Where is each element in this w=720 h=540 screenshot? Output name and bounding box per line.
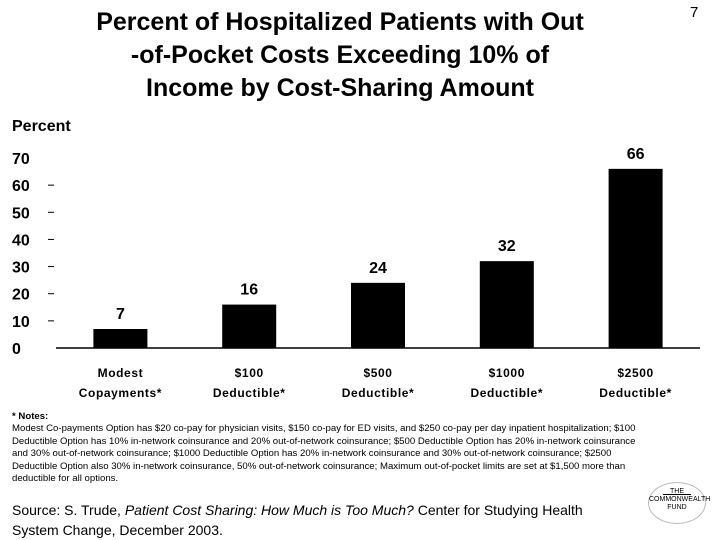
bar <box>222 304 277 348</box>
data-label: 32 <box>498 238 516 255</box>
logo-rule <box>663 494 691 495</box>
data-label: 7 <box>116 306 125 323</box>
source-citation: Source: S. Trude, Patient Cost Sharing: … <box>12 500 632 540</box>
y-tick-label: 10 <box>12 314 30 331</box>
x-category-label: Deductible* <box>213 386 286 400</box>
x-category-label: $100 <box>235 366 264 380</box>
y-tick-label: 50 <box>12 205 30 222</box>
chart-title: Percent of Hospitalized Patients with Ou… <box>10 6 670 105</box>
x-category-label: $500 <box>363 366 392 380</box>
x-category-label: Copayments* <box>79 386 162 400</box>
data-label: 66 <box>627 146 645 163</box>
y-tick-label: 40 <box>12 232 30 249</box>
title-line: Percent of Hospitalized Patients with Ou… <box>96 8 584 36</box>
source-work-title: Patient Cost Sharing: How Much is Too Mu… <box>124 502 414 518</box>
x-category-label: Deductible* <box>342 386 415 400</box>
title-line: -of-Pocket Costs Exceeding 10% of <box>130 41 550 69</box>
y-tick-label: 20 <box>12 287 30 304</box>
notes-text: Modest Co-payments Option has $20 co-pay… <box>12 423 636 485</box>
y-axis-title: Percent <box>12 118 71 135</box>
y-tick-label: 30 <box>12 260 30 277</box>
commonwealth-fund-logo: THE COMMONWEALTH FUND <box>648 482 711 524</box>
logo-line: COMMONWEALTH <box>649 496 711 503</box>
bar <box>351 282 405 348</box>
bar-chart: 0 10 20 30 40 50 60 70 7 Modest Copayments* 16 $100 D… <box>12 146 700 400</box>
bar <box>608 168 663 348</box>
x-category-label: Deductible* <box>599 386 672 400</box>
bar <box>93 329 148 348</box>
source-prefix: Source: S. Trude, <box>12 502 125 518</box>
data-label: 24 <box>369 260 387 277</box>
x-category-label: $1000 <box>489 366 525 380</box>
title-line: Income by Cost-Sharing Amount <box>146 74 534 102</box>
logo-line: FUND <box>667 504 687 511</box>
data-label: 16 <box>240 282 258 299</box>
y-tick-label: 0 <box>12 341 21 358</box>
logo-line: THE <box>670 488 684 495</box>
x-category-label: Modest <box>98 366 144 380</box>
x-category-label: $2500 <box>617 366 653 380</box>
notes-heading: * Notes: <box>12 411 49 422</box>
y-tick-label: 70 <box>12 151 30 168</box>
x-category-label: Deductible* <box>470 386 543 400</box>
notes-block: * Notes: Modest Co-payments Option has $… <box>12 411 637 485</box>
source-suffix: Center for Studying Health System Change… <box>12 502 583 538</box>
bar <box>479 261 534 348</box>
slide-number: 7 <box>690 4 699 21</box>
y-tick-label: 60 <box>12 178 30 195</box>
